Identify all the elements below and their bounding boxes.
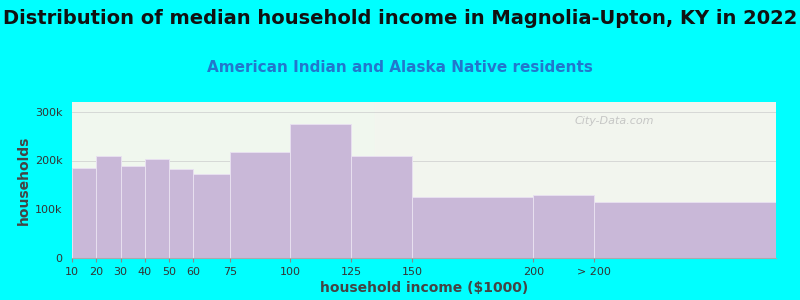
Bar <box>375 102 776 258</box>
Bar <box>145 159 169 258</box>
Bar <box>594 202 776 258</box>
Text: City-Data.com: City-Data.com <box>574 116 654 126</box>
Text: American Indian and Alaska Native residents: American Indian and Alaska Native reside… <box>207 60 593 75</box>
Bar <box>121 166 145 258</box>
Bar <box>230 152 290 258</box>
Bar <box>351 156 412 258</box>
Bar <box>412 197 534 258</box>
Y-axis label: households: households <box>17 135 30 225</box>
Bar <box>169 169 194 258</box>
Bar <box>534 195 594 258</box>
Bar <box>96 156 121 258</box>
X-axis label: household income ($1000): household income ($1000) <box>320 281 528 295</box>
Bar <box>72 168 96 258</box>
Bar <box>290 124 351 258</box>
Bar <box>194 174 230 258</box>
Text: Distribution of median household income in Magnolia-Upton, KY in 2022: Distribution of median household income … <box>3 9 797 28</box>
